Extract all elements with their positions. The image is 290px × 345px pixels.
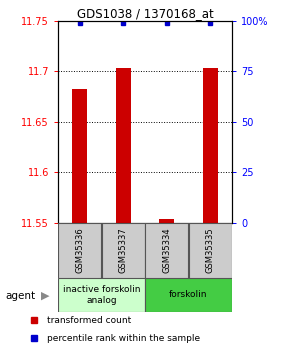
Bar — [159, 219, 174, 223]
Text: GSM35334: GSM35334 — [162, 227, 171, 273]
Text: GSM35335: GSM35335 — [206, 227, 215, 273]
Text: GSM35336: GSM35336 — [75, 227, 84, 273]
Text: inactive forskolin
analog: inactive forskolin analog — [63, 285, 140, 305]
Text: transformed count: transformed count — [47, 316, 131, 325]
Bar — [59, 223, 101, 278]
Bar — [116, 68, 131, 223]
Text: forskolin: forskolin — [169, 290, 208, 299]
Text: agent: agent — [6, 291, 36, 300]
Text: ▶: ▶ — [41, 291, 49, 300]
Text: percentile rank within the sample: percentile rank within the sample — [47, 334, 200, 343]
Bar — [189, 223, 231, 278]
Bar — [58, 278, 145, 312]
Bar — [145, 223, 188, 278]
Bar — [145, 278, 232, 312]
Title: GDS1038 / 1370168_at: GDS1038 / 1370168_at — [77, 7, 213, 20]
Bar — [102, 223, 144, 278]
Bar — [203, 68, 218, 223]
Text: GSM35337: GSM35337 — [119, 227, 128, 273]
Bar — [72, 89, 87, 223]
